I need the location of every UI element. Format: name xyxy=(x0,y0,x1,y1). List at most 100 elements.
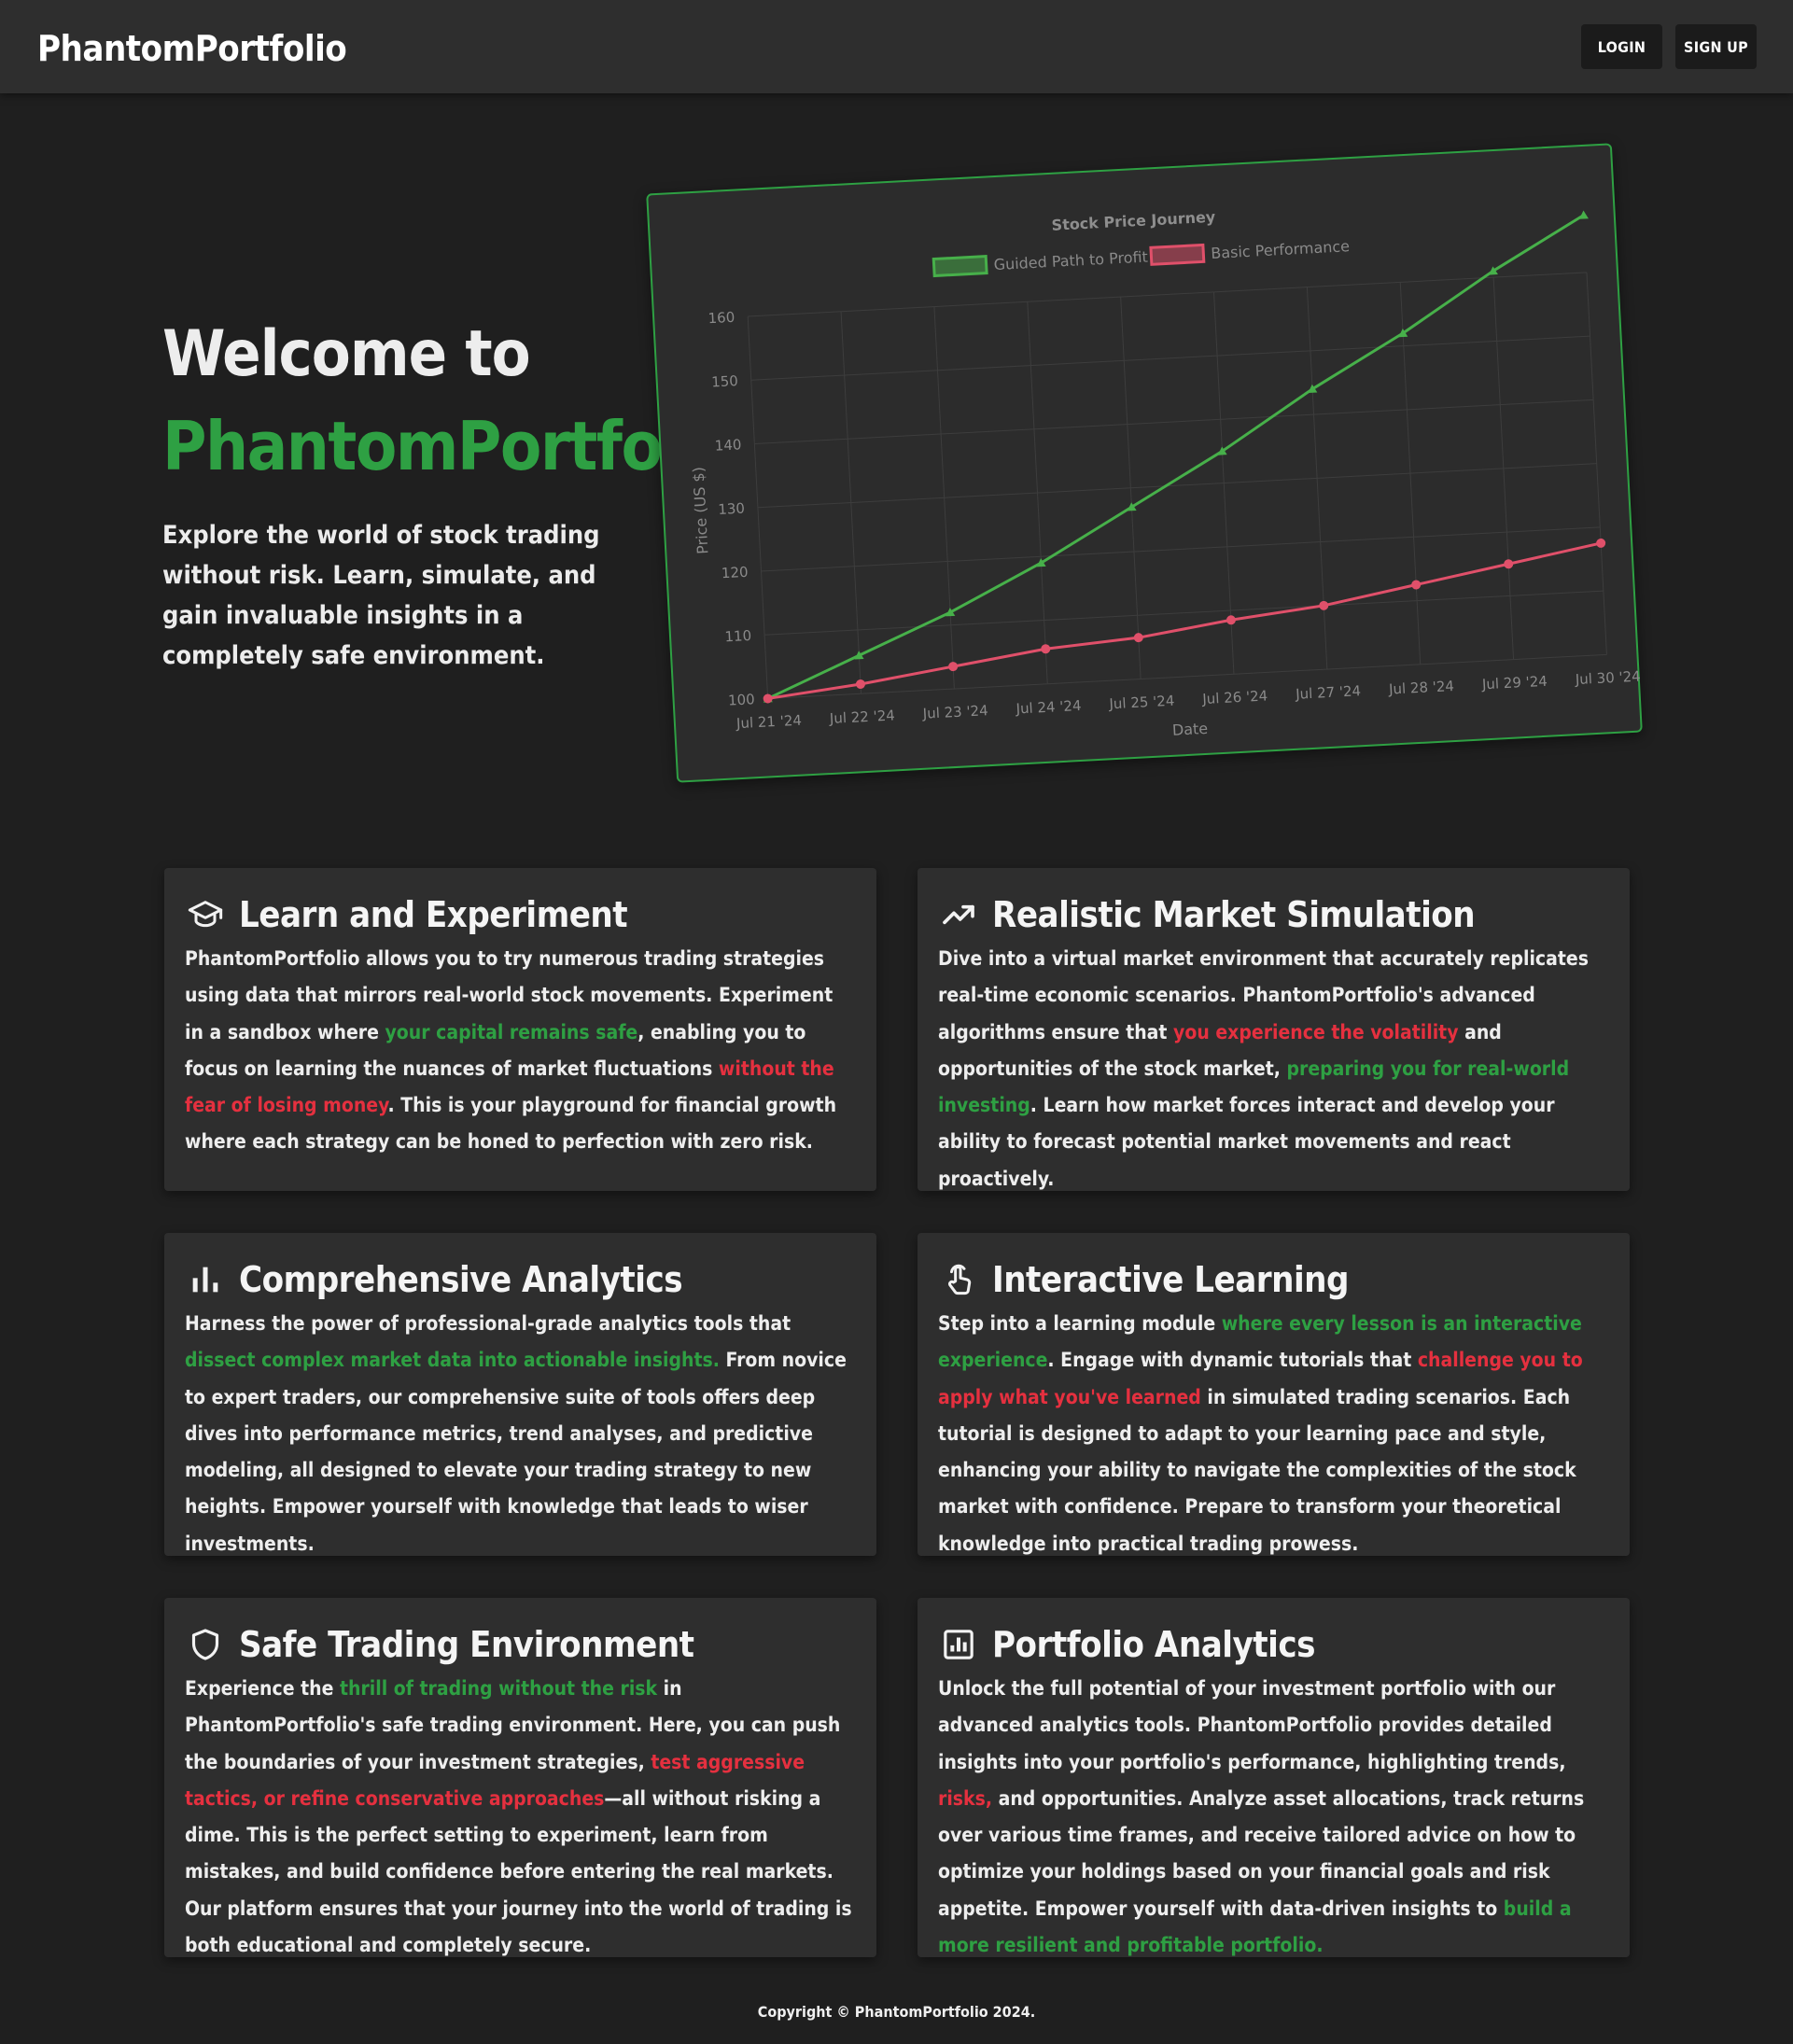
series-point xyxy=(855,679,865,689)
series-point xyxy=(1133,633,1143,643)
chart-gridline-v xyxy=(840,311,862,694)
series-point xyxy=(948,662,959,672)
chart-gridline-h xyxy=(754,399,1594,444)
x-tick-label: Jul 22 '24 xyxy=(828,707,895,727)
brand-logo[interactable]: PhantomPortfolio xyxy=(37,28,347,69)
legend-label: Basic Performance xyxy=(1211,237,1351,262)
footer-copyright: Copyright © PhantomPortfolio 2024. xyxy=(757,2003,1036,2021)
series-point xyxy=(1578,210,1589,219)
card-description: Harness the power of professional-grade … xyxy=(185,1306,856,1562)
chart-gridline-h xyxy=(748,272,1587,317)
highlight-negative: test aggressive tactics, or refine conse… xyxy=(185,1750,805,1810)
highlight-negative: challenge you to apply what you've learn… xyxy=(938,1349,1583,1408)
text-segment: , enabling you to focus on learning the … xyxy=(185,1020,806,1080)
text-segment: PhantomPortfolio allows you to try numer… xyxy=(185,947,833,1043)
signup-button[interactable]: SIGN UP xyxy=(1675,24,1757,69)
series-point xyxy=(1127,502,1137,511)
series-point xyxy=(1319,600,1329,610)
x-tick-label: Jul 25 '24 xyxy=(1108,693,1175,713)
y-tick-label: 120 xyxy=(721,564,749,581)
text-segment: . This is your playground for financial … xyxy=(185,1094,837,1154)
bar-chart-icon xyxy=(185,1259,226,1300)
card-title: Learn and Experiment xyxy=(239,894,628,935)
series-point xyxy=(854,651,864,660)
chart-gridline-v xyxy=(933,306,955,690)
y-tick-label: 150 xyxy=(711,372,739,390)
x-tick-label: Jul 29 '24 xyxy=(1480,673,1548,693)
touch-hand-icon xyxy=(938,1259,979,1300)
chart-gridline-v xyxy=(747,315,769,699)
chart-title: Stock Price Journey xyxy=(1051,208,1216,234)
chart-gridline-v xyxy=(1399,282,1422,665)
text-segment: Dive into a virtual market environment t… xyxy=(938,947,1589,1043)
highlight-negative: without the fear of losing money xyxy=(185,1057,834,1117)
feature-card-safe-trading: Safe Trading Environment Experience the … xyxy=(164,1598,876,1957)
series-point xyxy=(1504,559,1514,569)
text-segment: Harness the power of professional-grade … xyxy=(185,1312,791,1335)
feature-card-interactive: Interactive Learning Step into a learnin… xyxy=(918,1233,1630,1556)
x-tick-label: Jul 23 '24 xyxy=(921,702,988,722)
login-button[interactable]: LOGIN xyxy=(1581,24,1662,69)
card-title: Safe Trading Environment xyxy=(239,1624,694,1665)
chart-gridline-v xyxy=(1492,277,1515,660)
highlight-negative: risks, xyxy=(938,1786,993,1810)
x-axis-label: Date xyxy=(1171,720,1208,739)
feature-card-learn: Learn and Experiment PhantomPortfolio al… xyxy=(164,868,876,1191)
stock-price-chart-card: 100 110 120 130 140 150 160 Jul 21 '24 Jul 22 '2… xyxy=(646,143,1643,783)
text-segment: Step into a learning module xyxy=(938,1312,1222,1335)
chart-gridline-h xyxy=(757,463,1597,509)
legend-label: Guided Path to Profit xyxy=(993,248,1148,274)
card-title: Realistic Market Simulation xyxy=(992,894,1476,935)
card-description: Unlock the full potential of your invest… xyxy=(938,1671,1609,1964)
x-tick-label: Jul 24 '24 xyxy=(1015,697,1082,718)
y-tick-label: 100 xyxy=(728,691,756,708)
highlight-positive: preparing you for real-world investing xyxy=(938,1057,1570,1117)
series-point xyxy=(763,693,773,704)
chart-gridline-v xyxy=(1027,301,1048,684)
text-segment: Unlock the full potential of your invest… xyxy=(938,1677,1566,1773)
series-point xyxy=(1596,538,1606,548)
series-line-1 xyxy=(767,541,1602,700)
legend-swatch xyxy=(932,255,988,278)
series-point xyxy=(946,608,956,617)
series-point xyxy=(1036,558,1046,567)
x-tick-label: Jul 30 '24 xyxy=(1574,668,1641,689)
series-point xyxy=(1226,615,1236,625)
text-segment: in simulated trading scenarios. Each tut… xyxy=(938,1385,1576,1555)
hero-title-line2: PhantomPortfolio xyxy=(162,407,741,485)
series-point xyxy=(1041,644,1051,654)
series-point xyxy=(1308,384,1318,394)
text-segment: —all without risking a dime. This is the… xyxy=(185,1786,852,1957)
text-segment: . Engage with dynamic tutorials that xyxy=(1047,1349,1418,1372)
feature-card-simulation: Realistic Market Simulation Dive into a … xyxy=(918,868,1630,1191)
chart-gridline-h xyxy=(750,335,1590,381)
x-tick-label: Jul 27 '24 xyxy=(1295,682,1362,703)
y-axis-label: Price (US $) xyxy=(690,467,712,555)
analytics-box-icon xyxy=(938,1624,979,1665)
text-segment: . Learn how market forces interact and d… xyxy=(938,1094,1555,1190)
highlight-positive: your capital remains safe xyxy=(385,1020,638,1043)
series-point xyxy=(1411,580,1422,590)
top-navbar: PhantomPortfolio LOGIN SIGN UP xyxy=(0,0,1793,93)
card-description: Dive into a virtual market environment t… xyxy=(938,941,1609,1197)
chart-gridline-h xyxy=(761,526,1601,572)
stock-price-chart: 100 110 120 130 140 150 160 Jul 21 '24 Jul 22 '2… xyxy=(690,208,1642,739)
shield-icon xyxy=(185,1624,226,1665)
text-segment: Experience the xyxy=(185,1677,340,1700)
trending-up-icon xyxy=(938,894,979,935)
series-point xyxy=(1488,266,1498,275)
series-point xyxy=(1398,328,1408,338)
chart-gridline-v xyxy=(1586,272,1607,655)
hero-title-line1: Welcome to xyxy=(162,317,531,391)
y-tick-label: 110 xyxy=(724,627,752,645)
chart-gridline-v xyxy=(1213,291,1235,675)
series-line-0 xyxy=(767,214,1585,700)
y-tick-label: 140 xyxy=(714,436,742,454)
hero-subtitle: Explore the world of stock trading witho… xyxy=(162,521,600,670)
x-tick-label: Jul 21 '24 xyxy=(735,712,803,733)
legend-swatch xyxy=(1149,243,1206,266)
highlight-positive: dissect complex market data into actiona… xyxy=(185,1349,720,1372)
chart-gridline-h xyxy=(767,653,1607,699)
y-tick-label: 160 xyxy=(707,309,735,327)
card-description: PhantomPortfolio allows you to try numer… xyxy=(185,941,856,1161)
